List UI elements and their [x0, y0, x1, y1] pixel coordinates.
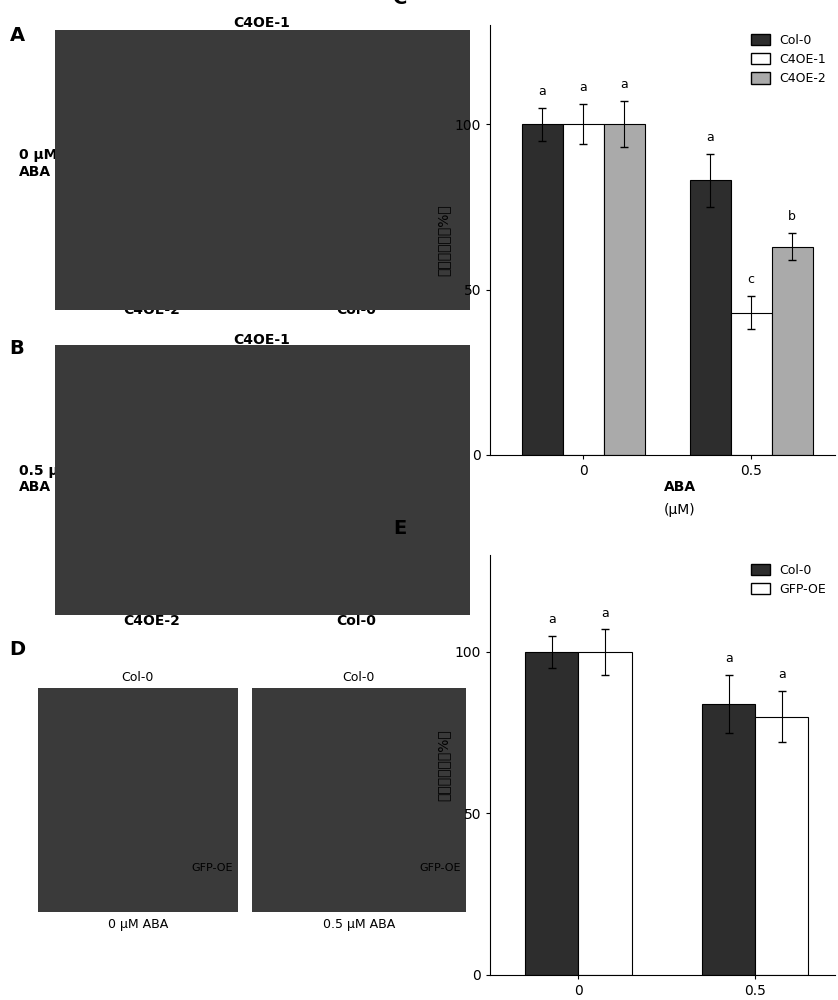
Text: a: a [579, 81, 587, 94]
Text: C4OE-2: C4OE-2 [123, 303, 180, 317]
Text: a: a [620, 78, 628, 91]
Bar [251, 688, 465, 912]
Text: a: a [601, 607, 609, 620]
Bar [731, 313, 772, 455]
Text: 0.5 μM ABA: 0.5 μM ABA [323, 918, 395, 931]
Text: c: c [747, 273, 754, 286]
Bar [522, 124, 563, 455]
Text: C4OE-1: C4OE-1 [233, 16, 290, 30]
Bar [38, 688, 237, 912]
Text: 0 μM ABA: 0 μM ABA [107, 918, 168, 931]
Bar [690, 180, 731, 455]
Text: b: b [789, 210, 796, 223]
Text: a: a [706, 131, 714, 144]
Bar [563, 124, 603, 455]
Text: GFP-OE: GFP-OE [419, 863, 461, 873]
Bar [578, 652, 632, 975]
Text: Col-0: Col-0 [343, 671, 375, 684]
Bar [525, 652, 578, 975]
Y-axis label: 子叶转绿率（%）: 子叶转绿率（%） [437, 729, 451, 801]
Text: Col-0: Col-0 [336, 614, 376, 628]
Text: a: a [725, 652, 732, 665]
Text: a: a [538, 85, 546, 98]
Text: 0.5 μM
ABA: 0.5 μM ABA [19, 464, 72, 494]
Text: A: A [9, 26, 24, 45]
Text: C: C [393, 0, 408, 8]
Text: E: E [393, 519, 406, 538]
Text: GFP-OE: GFP-OE [191, 863, 233, 873]
Text: (μM): (μM) [664, 503, 696, 517]
Text: a: a [778, 668, 786, 681]
Text: 0 μM
ABA: 0 μM ABA [19, 148, 57, 179]
Text: D: D [9, 640, 26, 659]
Y-axis label: 子叶转绿率（%）: 子叶转绿率（%） [437, 204, 451, 276]
Bar [603, 124, 644, 455]
Text: C4OE-2: C4OE-2 [123, 614, 180, 628]
Legend: Col-0, GFP-OE: Col-0, GFP-OE [748, 561, 829, 598]
Text: ABA: ABA [664, 480, 696, 494]
Bar [772, 247, 813, 455]
Text: a: a [548, 613, 556, 626]
Bar [702, 704, 755, 975]
Text: C4OE-1: C4OE-1 [233, 333, 290, 347]
Text: Col-0: Col-0 [336, 303, 376, 317]
Legend: Col-0, C4OE-1, C4OE-2: Col-0, C4OE-1, C4OE-2 [748, 31, 829, 88]
Bar [755, 717, 809, 975]
Text: B: B [9, 339, 24, 358]
Text: Col-0: Col-0 [122, 671, 154, 684]
